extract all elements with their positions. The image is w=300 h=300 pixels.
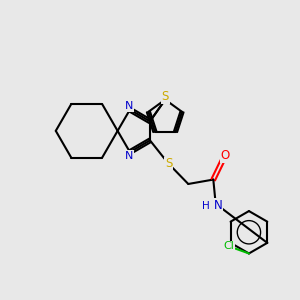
Text: S: S	[161, 90, 169, 103]
Text: H: H	[202, 201, 210, 211]
Text: S: S	[165, 158, 172, 170]
Text: N: N	[214, 199, 222, 212]
Text: O: O	[220, 149, 230, 162]
Text: N: N	[125, 151, 134, 160]
Text: N: N	[125, 101, 134, 111]
Text: Cl: Cl	[224, 242, 234, 251]
